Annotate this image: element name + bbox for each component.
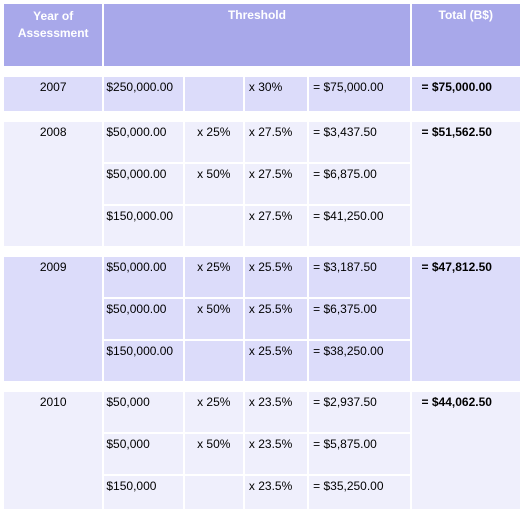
header-row: Year of Assessment Threshold Total (B$) (4, 4, 520, 66)
table-row: $50,000.00 x 50% x 25.5% = $6,375.00 (4, 299, 520, 339)
portion-cell (184, 77, 243, 111)
amount-cell: $50,000.00 (104, 164, 183, 204)
rate-cell: x 23.5% (244, 392, 308, 432)
rate-cell: x 23.5% (244, 434, 308, 474)
rate-cell: x 25.5% (244, 341, 308, 381)
table-row: 2010 $50,000 x 25% x 23.5% = $2,937.50 =… (4, 392, 520, 509)
table-row: $50,000 x 50% x 23.5% = $5,875.00 (4, 434, 520, 474)
result-cell: = $2,937.50 (309, 392, 410, 432)
amount-cell: $150,000.00 (104, 341, 183, 381)
year-cell: 2010 (4, 392, 103, 509)
table-row: $150,000.00 x 27.5% = $41,250.00 (4, 206, 520, 246)
table-row: $50,000.00 x 50% x 27.5% = $6,875.00 (4, 164, 520, 204)
amount-cell: $50,000.00 (104, 299, 183, 339)
total-cell: = $47,812.50 (411, 257, 520, 381)
amount-cell: $150,000.00 (104, 206, 183, 246)
table-row: 2009 $50,000.00 x 25% x 25.5% = $3,187.5… (4, 257, 520, 381)
amount-cell: $50,000.00 (104, 122, 183, 162)
amount-cell: $250,000.00 (104, 77, 183, 111)
portion-cell: x 25% (184, 122, 243, 162)
rate-cell: x 30% (244, 77, 308, 111)
total-cell: = $51,562.50 (411, 122, 520, 246)
portion-cell (184, 206, 243, 246)
portion-cell (184, 476, 243, 509)
table-row: 2007 $250,000.00 x 30% = $75,000.00 = $7… (4, 77, 520, 111)
amount-cell: $50,000.00 (104, 257, 183, 297)
result-cell: = $3,187.50 (309, 257, 410, 297)
table-row: 2008 $50,000.00 x 25% x 27.5% = $3,437.5… (4, 122, 520, 246)
rate-cell: x 25.5% (244, 299, 308, 339)
year-cell: 2009 (4, 257, 103, 381)
portion-cell: x 50% (184, 434, 243, 474)
amount-cell: $50,000 (104, 392, 183, 432)
portion-cell (184, 341, 243, 381)
total-cell: = $44,062.50 (411, 392, 520, 509)
rate-cell: x 23.5% (244, 476, 308, 509)
amount-cell: $50,000 (104, 434, 183, 474)
result-cell: = $35,250.00 (309, 476, 410, 509)
table-row: $150,000.00 x 25.5% = $38,250.00 (4, 341, 520, 381)
portion-cell: x 25% (184, 257, 243, 297)
result-cell: = $3,437.50 (309, 122, 410, 162)
header-total: Total (B$) (411, 4, 520, 66)
rate-cell: x 25.5% (244, 257, 308, 297)
portion-cell: x 50% (184, 164, 243, 204)
rate-cell: x 27.5% (244, 122, 308, 162)
amount-cell: $150,000 (104, 476, 183, 509)
total-cell: = $75,000.00 (411, 77, 520, 111)
result-cell: = $75,000.00 (309, 77, 410, 111)
result-cell: = $38,250.00 (309, 341, 410, 381)
result-cell: = $41,250.00 (309, 206, 410, 246)
portion-cell: x 25% (184, 392, 243, 432)
result-cell: = $5,875.00 (309, 434, 410, 474)
header-year: Year of Assessment (4, 4, 103, 66)
result-cell: = $6,875.00 (309, 164, 410, 204)
portion-cell: x 50% (184, 299, 243, 339)
year-cell: 2008 (4, 122, 103, 246)
header-threshold: Threshold (104, 4, 410, 66)
rate-cell: x 27.5% (244, 206, 308, 246)
rate-cell: x 27.5% (244, 164, 308, 204)
result-cell: = $6,375.00 (309, 299, 410, 339)
year-cell: 2007 (4, 77, 103, 111)
